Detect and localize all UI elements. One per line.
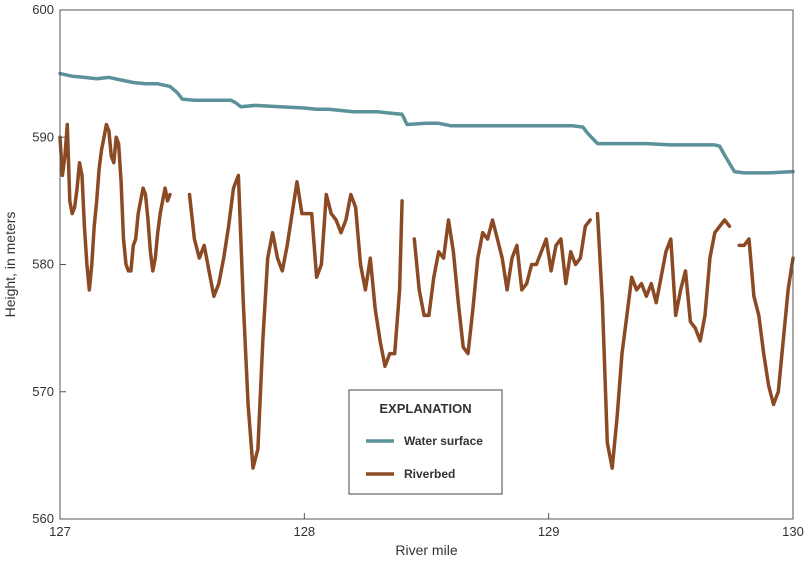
water-surface-line <box>58 71 795 175</box>
y-tick-label: 600 <box>32 2 54 17</box>
x-axis-title: River mile <box>395 542 457 558</box>
riverbed-line-segment <box>737 237 795 407</box>
legend: EXPLANATION Water surface Riverbed <box>348 389 503 495</box>
riverbed-line-segment <box>187 173 404 470</box>
x-tick-label: 129 <box>538 524 560 539</box>
x-tick-label: 128 <box>293 524 315 539</box>
ticks-layer: 127 128 129 130 560 570 580 590 600 <box>32 2 804 539</box>
legend-title: EXPLANATION <box>379 401 471 416</box>
y-tick-label: 590 <box>32 129 54 144</box>
riverbed-line-segment <box>412 218 592 356</box>
x-tick-label: 130 <box>782 524 804 539</box>
y-tick-label: 580 <box>32 257 54 272</box>
x-tick-label: 127 <box>49 524 71 539</box>
riverbed-line-segment <box>58 122 172 292</box>
y-tick-label: 560 <box>32 511 54 526</box>
y-axis-title: Height, in meters <box>2 212 18 318</box>
series-layer <box>58 71 795 470</box>
y-tick-label: 570 <box>32 384 54 399</box>
legend-label-riverbed: Riverbed <box>404 467 455 481</box>
legend-label-water-surface: Water surface <box>404 434 483 448</box>
riverbed-line-segment <box>595 211 732 470</box>
